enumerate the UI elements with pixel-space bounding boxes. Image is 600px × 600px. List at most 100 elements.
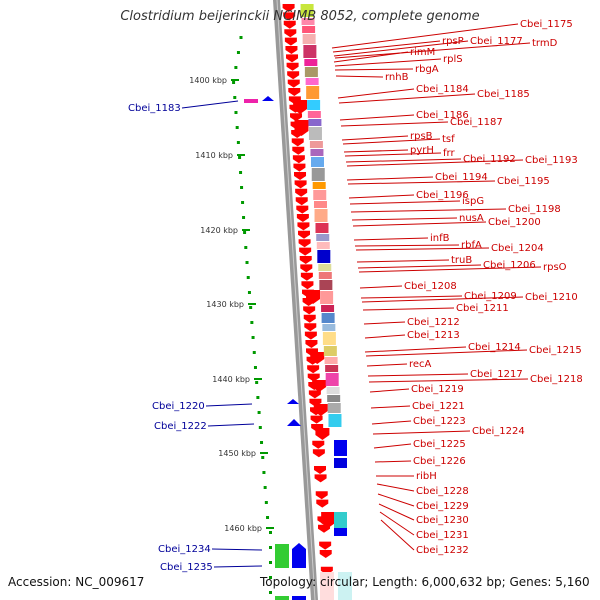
forward-label-leader [365, 349, 528, 357]
gene-annotation-block [316, 242, 330, 249]
gene-annotation-block [327, 395, 341, 402]
gene-annotation-block [321, 313, 335, 323]
forward-label-leader [342, 138, 441, 145]
ruler-dot [240, 186, 244, 189]
forward-label-leader [376, 483, 415, 492]
ruler-dot [242, 216, 246, 219]
reverse-label-leader [205, 403, 253, 407]
gene-annotation-block [334, 512, 347, 528]
ruler-dot [262, 471, 266, 474]
gene-annotation-block [324, 357, 338, 364]
forward-gene-arrow [312, 449, 325, 458]
forward-gene-label: Cbei_1230 [416, 515, 469, 526]
forward-gene-arrow [312, 380, 327, 392]
ruler-dot [269, 591, 272, 594]
topology-summary: Topology: circular; Length: 6,000,632 bp… [260, 575, 590, 589]
forward-gene-arrow [314, 466, 327, 474]
forward-label-leader [377, 493, 415, 507]
forward-label-leader [350, 208, 507, 213]
forward-gene-label: Cbei_1175 [520, 19, 573, 30]
forward-gene-label: Cbei_1187 [450, 117, 503, 128]
ruler-dot [260, 441, 264, 444]
forward-gene-arrow [298, 239, 311, 248]
reverse-gene-label: Cbei_1235 [160, 562, 213, 573]
forward-gene-label: Cbei_1217 [470, 369, 523, 380]
forward-gene-label: Cbei_1209 [464, 291, 517, 302]
gene-annotation-block [321, 305, 335, 312]
forward-gene-label: rplS [443, 54, 463, 65]
forward-gene-arrow [295, 197, 308, 206]
forward-gene-label: Cbei_1221 [412, 401, 465, 412]
forward-label-leader [352, 221, 487, 227]
forward-label-leader [339, 114, 415, 121]
forward-label-leader [370, 405, 411, 409]
gene-annotation-block [318, 272, 332, 279]
forward-gene-label: rnhB [385, 72, 409, 83]
forward-label-leader [355, 247, 490, 251]
forward-gene-arrow [285, 46, 298, 54]
forward-gene-label: rpsB [410, 131, 433, 142]
forward-gene-label: Cbei_1200 [488, 217, 541, 228]
gene-annotation-block [325, 365, 339, 372]
gene-annotation-block [326, 387, 340, 394]
reverse-gene-arrow [262, 96, 274, 101]
forward-gene-arrow [296, 214, 309, 222]
ruler-dot [258, 426, 262, 429]
forward-gene-arrow [316, 499, 329, 508]
forward-gene-arrow [306, 290, 321, 304]
forward-gene-label: Cbei_1212 [407, 317, 460, 328]
forward-gene-label: Cbei_1232 [416, 545, 469, 556]
gene-annotation-block [302, 34, 316, 44]
reverse-gene-label: Cbei_1234 [158, 544, 211, 555]
ruler-dot [266, 516, 270, 519]
forward-label-leader [346, 159, 524, 167]
reverse-gene-label: Cbei_1222 [154, 421, 207, 432]
gene-annotation-block [320, 572, 334, 600]
ruler-dot [256, 396, 260, 399]
ruler-tick-label: 1450 kbp [218, 449, 256, 458]
gene-annotation-block [322, 332, 336, 345]
forward-gene-label: Cbei_1204 [491, 243, 544, 254]
forward-label-leader [363, 321, 406, 325]
forward-label-leader [344, 152, 442, 157]
ruler-dot [234, 66, 238, 69]
gene-annotation-block [323, 346, 337, 356]
gene-annotation-block [313, 201, 327, 208]
forward-gene-label: tsf [442, 134, 455, 145]
ruler-dot [255, 381, 259, 384]
forward-gene-arrow [319, 541, 332, 550]
ruler-dot [269, 576, 272, 579]
forward-label-leader [345, 158, 462, 163]
ruler-dot [261, 456, 265, 459]
forward-label-leader [371, 420, 412, 425]
forward-gene-label: Cbei_1184 [416, 84, 469, 95]
gene-annotation-block [322, 324, 336, 331]
forward-gene-label: frr [443, 148, 455, 159]
forward-gene-arrow [283, 20, 296, 29]
reverse-gene-block [244, 99, 258, 103]
ruler-tick-label: 1440 kbp [212, 375, 250, 384]
forward-gene-label: Cbei_1177 [470, 36, 523, 47]
forward-gene-label: recA [409, 359, 432, 370]
forward-label-leader [379, 511, 415, 536]
forward-gene-arrow [297, 222, 310, 231]
gene-annotation-block [308, 119, 322, 126]
forward-gene-arrow [288, 88, 301, 96]
gene-annotation-block [334, 440, 347, 456]
forward-gene-arrow [314, 474, 327, 483]
ruler-dot [252, 351, 256, 354]
forward-gene-arrow [321, 512, 336, 528]
ruler-dot [250, 321, 254, 324]
reverse-gene-label: Cbei_1183 [128, 103, 181, 114]
ruler-dot [236, 141, 240, 144]
forward-gene-label: Cbei_1211 [456, 303, 509, 314]
forward-gene-arrow [294, 172, 307, 180]
forward-gene-label: Cbei_1196 [416, 190, 469, 201]
ruler-dot [269, 561, 272, 564]
forward-gene-arrow [294, 120, 309, 136]
gene-annotation-block [334, 458, 347, 468]
gene-annotation-block [300, 4, 314, 17]
reverse-gene-arrow [287, 419, 301, 426]
forward-gene-arrow [313, 404, 328, 416]
